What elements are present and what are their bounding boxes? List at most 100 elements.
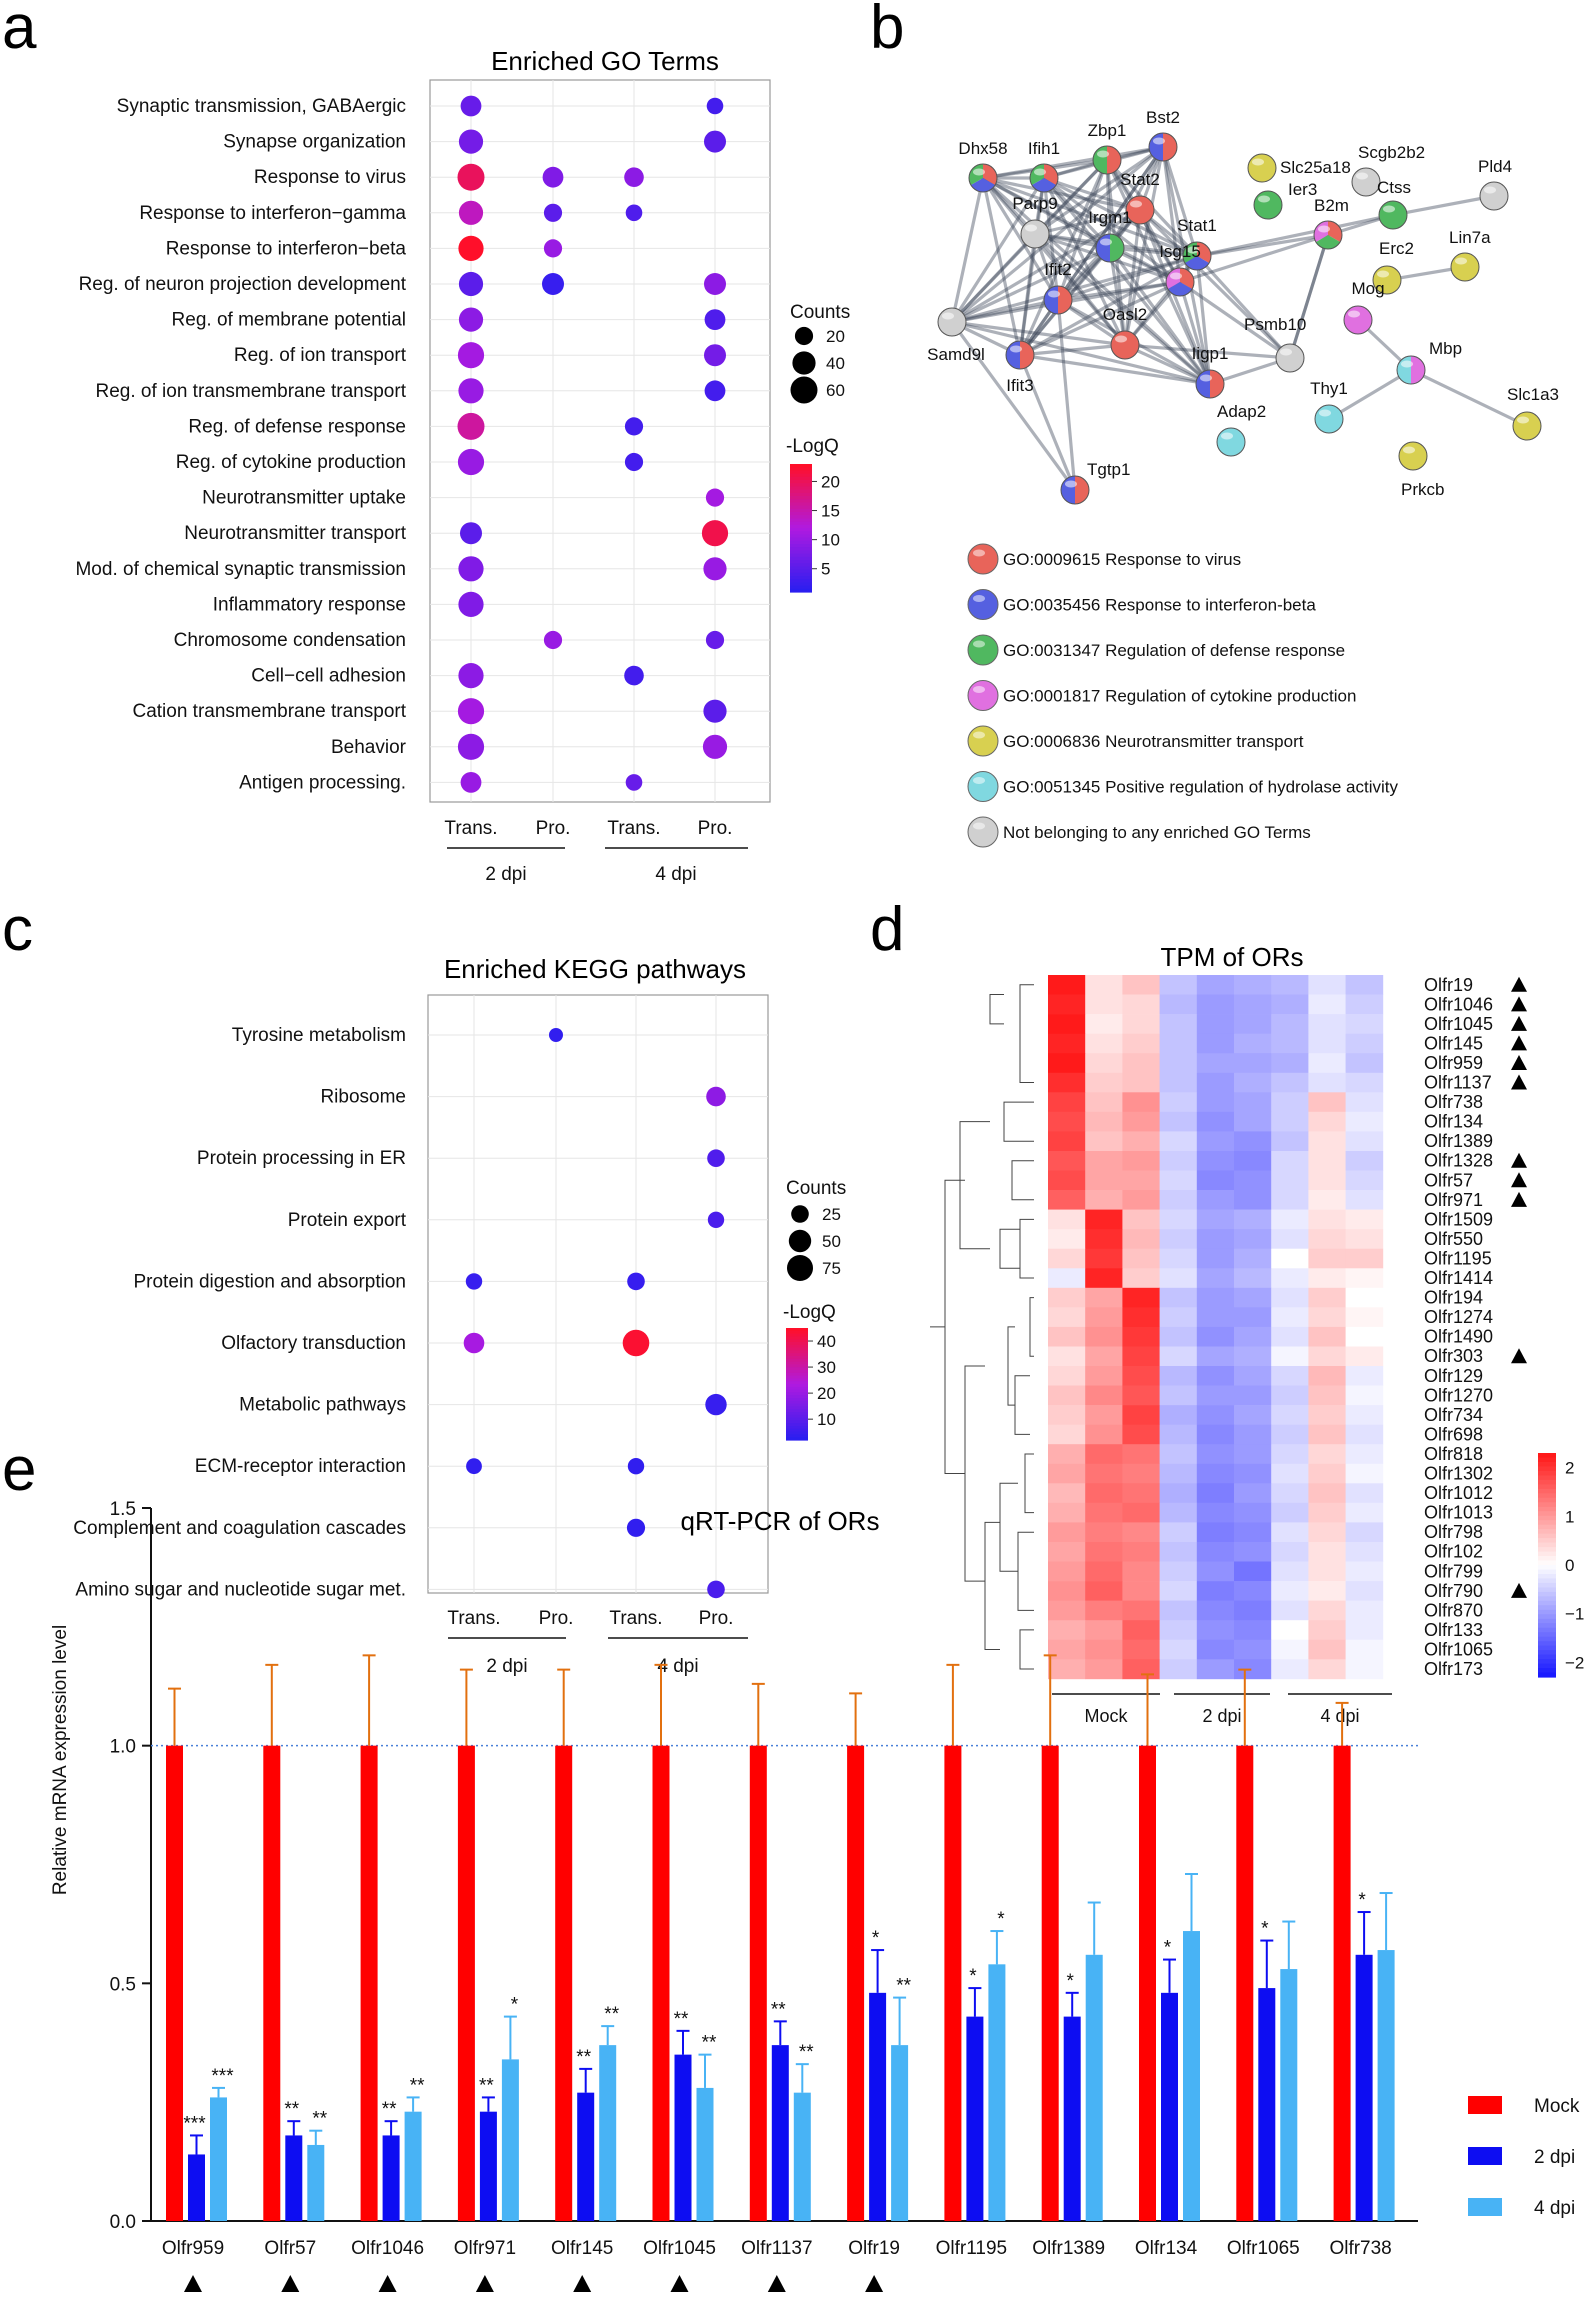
cell-olfr102-2 [1122,1542,1160,1562]
panel-a-x-labels: Trans. Pro. Trans. Pro. [444,818,732,839]
node-label-isg15: Isg15 [1159,242,1201,261]
node-wedge-red [1163,133,1177,161]
cell-olfr818-7 [1308,1444,1346,1465]
cell-olfr799-5 [1234,1561,1272,1582]
node-pld4: Pld4 [1478,157,1512,211]
cell-olfr1490-3 [1159,1326,1198,1347]
sig-olfr1137-2-dpi: ** [771,1999,786,2020]
cell-olfr173-0 [1048,1659,1086,1680]
row-label-olfr738: Olfr738 [1424,1092,1483,1112]
cell-olfr57-4 [1196,1170,1235,1191]
edge-stat1-samd9l [951,254,1198,324]
color-legend-step [786,1375,808,1379]
cell-olfr1328-4 [1196,1151,1235,1171]
color-legend-step [786,1350,808,1354]
legend-label-magenta: GO:0001817 Regulation of cytokine produc… [1003,687,1356,706]
cell-olfr134-4 [1196,1111,1235,1132]
cell-olfr1065-3 [1159,1639,1198,1660]
size-legend-dot-40 [792,351,816,375]
node-iigp1: Iigp1 [1192,344,1228,399]
color-legend-step [786,1437,808,1441]
row-label-olfr1065: Olfr1065 [1424,1639,1493,1659]
scale-step [1538,1502,1556,1508]
cell-olfr1509-2 [1122,1209,1160,1230]
node-outline [1005,340,1035,370]
cell-olfr1012-3 [1159,1483,1198,1504]
cell-olfr1389-0 [1048,1131,1086,1152]
cell-olfr971-3 [1159,1190,1198,1210]
scale-step [1538,1672,1556,1678]
cell-olfr194-5 [1234,1287,1272,1308]
cell-olfr870-2 [1122,1600,1160,1621]
cell-olfr133-1 [1085,1620,1123,1641]
color-legend-step [786,1386,808,1391]
scale-step [1538,1551,1556,1557]
node-label-pld4: Pld4 [1478,157,1512,176]
node-label-b2m: B2m [1314,196,1349,215]
col-group-label-mock: Mock [1084,1706,1128,1726]
dot-response-to-interferon-beta-col0 [458,235,484,261]
edge-ifit2-samd9l [951,298,1059,324]
bar-olfr1045-mock [652,1745,670,2221]
cell-olfr734-7 [1308,1405,1346,1425]
cell-olfr818-0 [1048,1444,1086,1465]
node-label-ctss: Ctss [1377,178,1411,197]
node-label-slc25a18: Slc25a18 [1280,158,1351,177]
cell-olfr194-1 [1085,1287,1123,1308]
dot-reg-of-membrane-potential-col3 [704,309,726,330]
dot-synaptic-transmission-gabaergic-col0 [460,95,482,117]
color-legend-step [786,1414,808,1419]
cell-olfr799-4 [1196,1561,1235,1582]
cell-olfr1137-8 [1345,1072,1384,1093]
dendro-branch-15 [959,1121,990,1250]
cell-olfr799-0 [1048,1561,1086,1582]
color-legend-step [786,1342,808,1346]
cell-olfr129-8 [1345,1366,1384,1386]
x-label-olfr1195: Olfr1195 [936,2238,1007,2259]
legend-swatch-4-dpi [1468,2198,1502,2216]
cell-olfr57-1 [1085,1170,1123,1191]
bar-olfr1065-2-dpi [1258,1988,1276,2221]
dot-protein-processing-in-er-col3 [707,1149,725,1167]
node-outline [1351,167,1381,197]
cell-olfr790-2 [1122,1581,1160,1601]
bar-olfr738-2-dpi [1355,1954,1373,2221]
edge-stat2-iigp1 [1138,209,1212,385]
panel-a-color-legend-title: -LogQ [786,436,839,457]
cell-olfr959-7 [1308,1053,1346,1074]
cell-olfr1274-0 [1048,1307,1086,1328]
term-label-antigen-processing: Antigen processing. [239,772,406,793]
cell-olfr971-1 [1085,1190,1123,1210]
cell-olfr1013-7 [1308,1502,1346,1523]
cell-olfr971-4 [1196,1190,1235,1210]
node-wedge-green [1093,146,1107,174]
bar-olfr19-mock [847,1745,865,2221]
x-label-olfr1389: Olfr1389 [1032,2238,1105,2259]
panel-d: TPM of ORs Olfr19Olfr1046Olfr1045Olfr145… [930,942,1584,1726]
edge-bst2-ifit2 [1056,146,1165,301]
x-label-3: Pro. [699,1608,734,1629]
term-label-response-to-virus: Response to virus [254,167,406,188]
bar-olfr738-4-dpi [1377,1950,1395,2221]
cell-olfr818-5 [1234,1444,1272,1465]
row-label-olfr1045: Olfr1045 [1424,1014,1493,1034]
color-legend-step [790,550,812,555]
node-highlight [1319,409,1331,417]
color-legend-step [786,1372,808,1377]
scale-step [1538,1560,1556,1566]
row-label-olfr1490: Olfr1490 [1424,1327,1493,1347]
legend-swatch-cyan [967,771,999,802]
cell-olfr1328-0 [1048,1151,1086,1171]
edge-ifih1-stat2 [1043,176,1141,212]
edge-ifih1-oasl2 [1042,177,1127,346]
sig-olfr134-2-dpi: * [1164,1938,1172,1959]
cell-olfr870-4 [1196,1600,1235,1621]
node-ifit2: Ifit2 [1043,260,1073,315]
edge-irgm1-iigp1 [1108,247,1212,385]
term-label-ribosome: Ribosome [320,1087,406,1108]
panel-c-color-legend-title: -LogQ [783,1302,836,1323]
cell-olfr1490-5 [1234,1326,1272,1347]
panel-d-heatmap-cells [1048,975,1384,1680]
node-outline [1165,267,1195,297]
cell-olfr1302-7 [1308,1463,1346,1484]
